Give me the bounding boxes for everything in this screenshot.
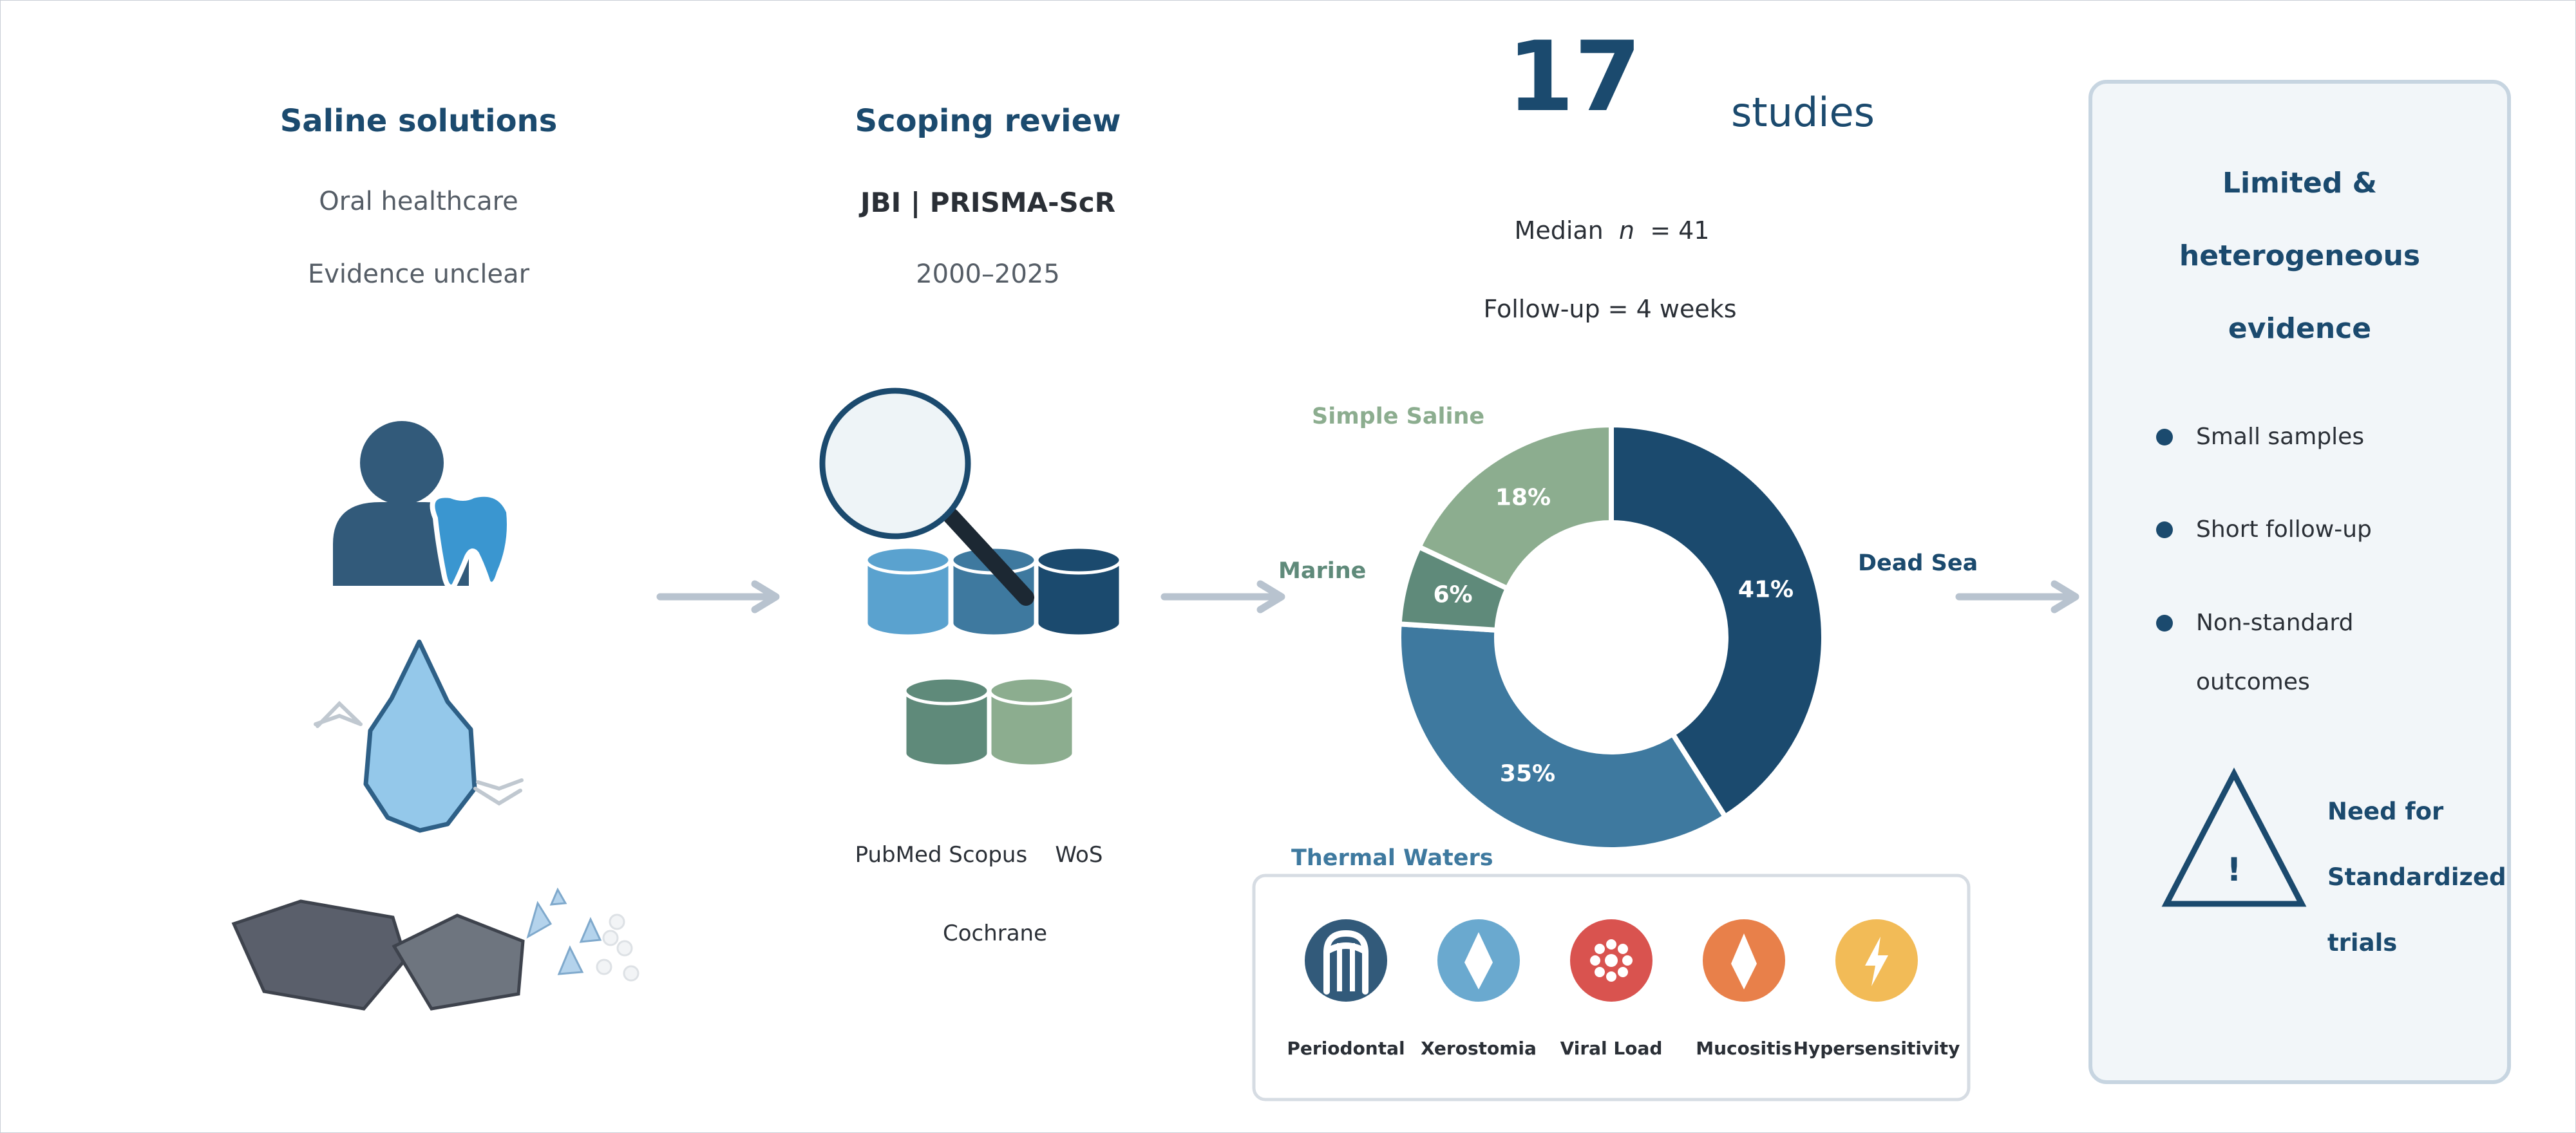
- review-title: Scoping review: [855, 103, 1121, 139]
- flame-icon: [1703, 919, 1785, 1002]
- virus-icon: [1570, 919, 1653, 1002]
- study-count-label: studies: [1731, 89, 1875, 136]
- bullet-dot: [2156, 521, 2173, 538]
- outcome-label-periodontal: Periodontal: [1287, 1038, 1405, 1059]
- saline-title: Saline solutions: [279, 103, 558, 139]
- databases-line1: PubMed Scopus WoS: [855, 842, 1103, 868]
- need-line3: trials: [2327, 929, 2398, 957]
- water-drop-icon: [314, 639, 524, 833]
- slice-label-thermal-waters: Thermal Waters: [1291, 845, 1493, 871]
- svg-text:!: !: [2227, 851, 2242, 888]
- donut-slice-dead-sea: [1609, 422, 1826, 821]
- saline-line2: Evidence unclear: [307, 259, 530, 289]
- evidence-title-line3: evidence: [2228, 312, 2372, 345]
- study-count: 17: [1507, 21, 1642, 133]
- warning-icon: !: [2161, 767, 2307, 907]
- saline-line1: Oral healthcare: [319, 187, 518, 216]
- slice-value-simple-saline: 18%: [1495, 484, 1551, 511]
- bullet-small-samples: Small samples: [2196, 424, 2365, 450]
- bullet-outcomes: outcomes: [2196, 669, 2310, 695]
- arrow-2: [1160, 580, 1285, 613]
- bullet-non-standard: Non-standard: [2196, 610, 2354, 636]
- median-value: = 41: [1650, 216, 1710, 245]
- median-var: n: [1618, 216, 1635, 245]
- median-n: Median n = 41: [1515, 216, 1710, 245]
- database-icon: [864, 545, 1122, 768]
- bullet-short-followup: Short follow-up: [2196, 516, 2372, 543]
- donut-slice-simple-saline: [1416, 422, 1614, 592]
- outcome-label-mucositis: Mucositis: [1696, 1038, 1792, 1059]
- slice-label-simple-saline: Simple Saline: [1312, 404, 1485, 429]
- arrow-1: [656, 580, 780, 613]
- bullet-dot: [2156, 429, 2173, 445]
- followup: Follow-up = 4 weeks: [1483, 295, 1737, 323]
- slice-label-dead-sea: Dead Sea: [1858, 550, 1978, 576]
- need-line2: Standardized: [2327, 863, 2506, 891]
- slice-value-dead-sea: 41%: [1738, 576, 1794, 603]
- slice-value-thermal-waters: 35%: [1499, 760, 1556, 787]
- evidence-title-line2: heterogeneous: [2179, 239, 2421, 272]
- donut-chart: [1396, 422, 1826, 852]
- bolt-icon: [1835, 919, 1918, 1002]
- donut-slice-thermal-waters: [1396, 621, 1729, 852]
- bullet-dot: [2156, 615, 2173, 632]
- slice-value-marine: 6%: [1433, 581, 1473, 608]
- review-years: 2000–2025: [916, 259, 1060, 289]
- evidence-title-line1: Limited &: [2222, 167, 2378, 200]
- gum-icon: [1305, 919, 1387, 1002]
- outcome-label-viral-load: Viral Load: [1560, 1038, 1663, 1059]
- salt-crystals-icon: [231, 887, 639, 1011]
- need-line1: Need for: [2327, 798, 2444, 825]
- magnifier-icon: [819, 388, 1034, 606]
- evidence-panel: Limited & heterogeneous evidence Small s…: [2088, 80, 2511, 1084]
- median-prefix: Median: [1514, 216, 1604, 245]
- review-methods: JBI | PRISMA-ScR: [860, 187, 1116, 218]
- databases-line2: Cochrane: [942, 921, 1048, 946]
- slice-label-marine: Marine: [1278, 558, 1367, 584]
- outcome-label-xerostomia: Xerostomia: [1421, 1038, 1537, 1059]
- person-tooth-icon: [333, 421, 512, 590]
- outcome-label-hypersensitivity: Hypersensitivity: [1793, 1038, 1960, 1059]
- arrow-3: [1955, 580, 2079, 613]
- droplet-icon: [1437, 919, 1520, 1002]
